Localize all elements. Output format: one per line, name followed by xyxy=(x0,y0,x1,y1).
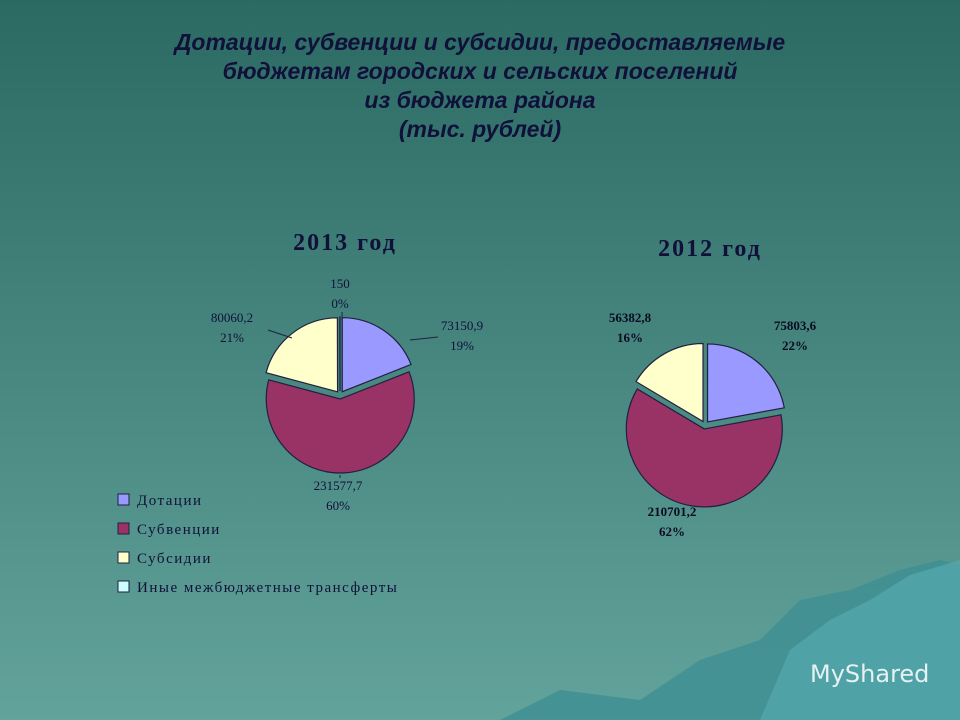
legend-swatch xyxy=(117,551,130,564)
title-line: (тыс. рублей) xyxy=(399,116,561,142)
percent-label: 62% xyxy=(659,524,685,539)
value-label: 150 xyxy=(330,276,350,291)
pie-slice xyxy=(265,317,339,393)
percent-label: 21% xyxy=(220,330,244,345)
title-line: из бюджета района xyxy=(364,87,595,113)
value-label: 75803,6 xyxy=(774,318,817,333)
value-label: 231577,7 xyxy=(314,478,363,493)
title-line: Дотации, субвенции и субсидии, предостав… xyxy=(173,29,786,55)
legend-label: Субвенции xyxy=(137,522,221,538)
value-label: 56382,8 xyxy=(609,310,652,325)
mountains xyxy=(760,560,960,720)
value-label: 80060,2 xyxy=(211,310,253,325)
pie-slice xyxy=(265,370,415,474)
value-label: 210701,2 xyxy=(648,504,697,519)
pie-slice xyxy=(625,388,783,508)
legend-label: Дотации xyxy=(137,493,203,509)
percent-label: 0% xyxy=(331,296,349,311)
value-label: 73150,9 xyxy=(441,318,483,333)
legend-swatch xyxy=(117,580,130,593)
leader-line xyxy=(409,336,439,341)
pie-slice xyxy=(341,317,412,393)
legend-swatch xyxy=(117,522,130,535)
watermark: MyShared xyxy=(810,660,929,688)
percent-label: 19% xyxy=(450,338,474,353)
pie-slice xyxy=(635,342,704,423)
percent-label: 60% xyxy=(326,498,350,513)
percent-label: 22% xyxy=(782,338,808,353)
legend-swatch xyxy=(117,493,130,506)
pie-slice xyxy=(706,343,785,423)
leader-line xyxy=(267,329,293,339)
pie-title: 2012 год xyxy=(658,236,762,262)
percent-label: 16% xyxy=(617,330,643,345)
title-line: бюджетам городских и сельских поселений xyxy=(223,58,738,84)
legend-label: Иные межбюджетные трансферты xyxy=(137,580,398,596)
title: Дотации, субвенции и субсидии, предостав… xyxy=(173,29,786,142)
pie-title: 2013 год xyxy=(293,230,397,256)
legend-label: Субсидии xyxy=(137,551,212,567)
